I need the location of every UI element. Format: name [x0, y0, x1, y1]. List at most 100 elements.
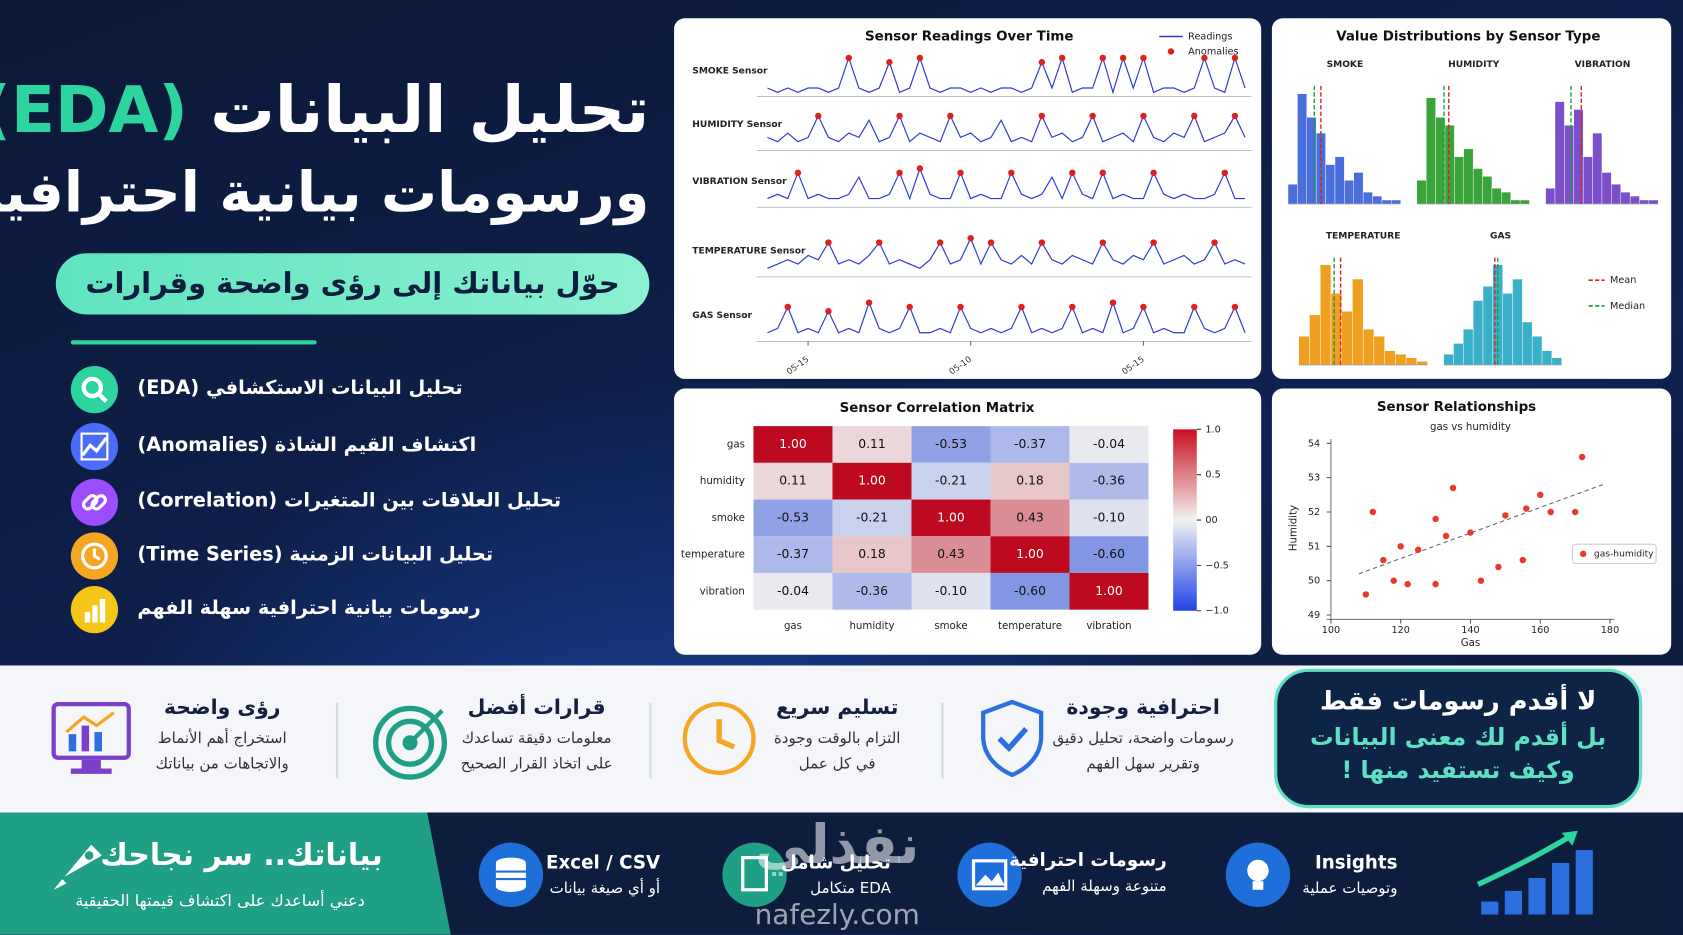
cell-label: -0.53 [777, 510, 809, 524]
footer-item-title: رسومات احترافية [1009, 850, 1167, 872]
correlation-panel: Sensor Correlation Matrix 1.00 0.11 -0.53 -… [674, 388, 1262, 655]
anomaly-dot [825, 239, 832, 246]
heatmap-cell [990, 499, 1070, 537]
histogram-bar [1611, 184, 1621, 205]
heatmap-cell [1069, 426, 1149, 463]
histogram-bar [1648, 199, 1659, 205]
scatter-point [1502, 512, 1509, 519]
callout-line: لا أقدم رسومات فقط [1319, 685, 1597, 716]
histogram-bar [1384, 350, 1396, 366]
x-tick-label: 05-15 [1120, 355, 1146, 377]
colorbar-label: −0.5 [1205, 560, 1228, 571]
scatter-point [1495, 563, 1502, 571]
histogram-bar [1309, 314, 1321, 366]
heatmap-cell [832, 462, 912, 500]
anomaly-dot [1201, 54, 1208, 62]
scatter-point [1523, 505, 1530, 512]
anomaly-dot [1008, 169, 1015, 177]
cell-label: 1.00 [1016, 547, 1044, 561]
benefit-title: رؤى واضحة [163, 695, 281, 720]
histogram-bar [1425, 97, 1436, 205]
footer-item-subtitle: متنوعة وسهلة الفهم [1042, 877, 1167, 896]
histogram-bar [1472, 168, 1483, 205]
sensor-line [767, 300, 1246, 334]
histogram-bar [1325, 164, 1336, 205]
anomaly-dot [1211, 239, 1218, 246]
scatter-point [1362, 591, 1370, 598]
anomaly-dot [1018, 303, 1025, 311]
scatter-point [1547, 508, 1554, 516]
watermark-logo: نفذلي [755, 813, 920, 876]
cell-label: -0.21 [856, 510, 888, 524]
footer-icon [722, 842, 787, 907]
anomaly-dot [1140, 54, 1147, 62]
histogram-bar [1629, 195, 1640, 205]
histogram-bar [1545, 187, 1556, 205]
cell-label: -0.60 [1093, 547, 1125, 561]
anomaly-dot [1191, 112, 1198, 120]
cell-label: -0.04 [777, 584, 809, 598]
anomaly-dot [896, 112, 903, 120]
anomaly-dot [845, 54, 852, 62]
histogram-title: VIBRATION [1575, 60, 1631, 70]
footer-icon [1225, 842, 1291, 907]
chart-title: Sensor Readings Over Time [865, 29, 1074, 44]
scatter-point [1449, 484, 1457, 492]
footer-slogan: بياناتك.. سر نجاحك [100, 837, 383, 873]
feature: اكتشاف القيم الشاذة (Anomalies) [137, 433, 477, 457]
histogram-bar [1454, 156, 1464, 205]
cell-label: 1.00 [1095, 584, 1123, 598]
footer-item-title: Insights [1314, 852, 1398, 874]
anomaly-dot [1099, 239, 1107, 246]
histogram-bar [1453, 343, 1464, 366]
histogram-title: GAS [1490, 232, 1511, 242]
row-label: gas [727, 439, 745, 450]
y-tick-label: 54 [1308, 438, 1320, 449]
scatter-point [1397, 543, 1404, 550]
y-tick-label: 50 [1308, 576, 1320, 587]
y-tick-label: 53 [1308, 473, 1320, 484]
anomaly-dot [1119, 54, 1127, 62]
histogram-bar [1381, 199, 1392, 205]
trend-line [1358, 484, 1604, 575]
histogram-bar [1639, 199, 1650, 205]
benefit-line: على اتخاذ القرار الصحيح [460, 755, 613, 773]
anomaly-dot [815, 112, 822, 120]
histogram-title: HUMIDITY [1448, 60, 1500, 70]
time-series-panel: Sensor Readings Over Time Readings Anoma… [674, 18, 1262, 379]
colorbar-label: 0.5 [1205, 470, 1220, 481]
anomaly-dot [1231, 112, 1239, 120]
cell-label: -0.10 [1093, 510, 1125, 524]
histogram-bar [1298, 336, 1310, 366]
footer-icon [957, 842, 1022, 907]
divider [649, 703, 652, 779]
x-tick-label: 100 [1322, 625, 1340, 636]
heatmap-cell [832, 536, 912, 573]
histogram-bar [1443, 353, 1454, 366]
title-main: تحليل البيانات [210, 72, 650, 149]
scatter-point [1442, 532, 1450, 540]
footer-item-subtitle: وتوصيات عملية [1302, 880, 1398, 898]
histogram-bar [1341, 311, 1353, 366]
histogram-bar [1554, 101, 1565, 205]
heatmap-cell [911, 499, 991, 537]
footer-item-title: تحليل شامل [780, 852, 891, 874]
cell-label: -0.37 [1014, 437, 1046, 451]
x-axis-label: Gas [1461, 638, 1480, 649]
histogram-bar [1334, 156, 1345, 205]
histogram-bar [1344, 180, 1354, 205]
heatmap-cell [990, 536, 1070, 573]
heatmap-cell [753, 499, 833, 537]
scatter-point [1571, 508, 1579, 516]
cell-label: -0.04 [1093, 437, 1125, 451]
histogram-bar [1362, 191, 1373, 205]
row-label: HUMIDITY Sensor [692, 120, 782, 130]
histogram-bar [1405, 357, 1418, 366]
heatmap-cell [753, 536, 833, 573]
colorbar-label: 00 [1205, 515, 1217, 526]
benefit-line: رسومات واضحة، تحليل دقيق [1052, 729, 1234, 748]
anomaly-dot [906, 303, 913, 311]
histogram-bar [1297, 93, 1308, 205]
histogram-bar [1416, 361, 1428, 366]
feature: تحليل البيانات الزمنية (Time Series) [137, 543, 494, 566]
